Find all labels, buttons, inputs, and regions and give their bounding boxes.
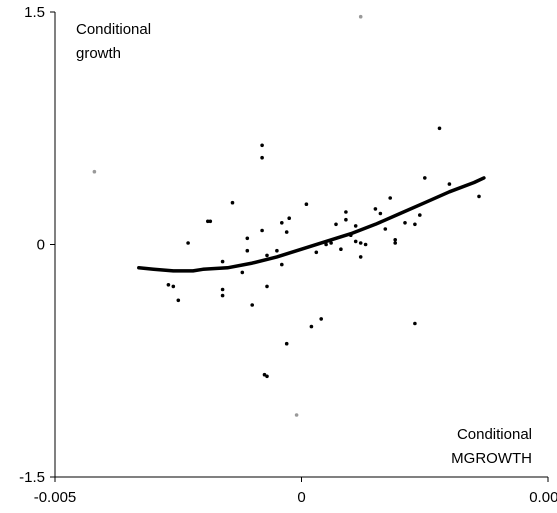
data-point [220, 287, 225, 292]
x-axis-title-line-2: MGROWTH [451, 450, 532, 467]
data-point [358, 241, 363, 245]
outlier-point [92, 169, 97, 174]
data-point [344, 210, 348, 214]
y-tick-label: -1.5 [19, 469, 45, 486]
data-point [280, 262, 284, 267]
data-point [339, 247, 343, 251]
data-point [186, 241, 190, 245]
data-point [245, 236, 250, 241]
scatter-points-series [166, 126, 481, 379]
data-point [176, 298, 181, 303]
data-point [329, 241, 333, 245]
data-point [363, 242, 368, 247]
y-axis-title-line-2: growth [76, 45, 121, 62]
data-point [280, 221, 284, 225]
data-point [284, 341, 289, 346]
data-point [220, 259, 225, 264]
y-axis-title-line-1: Conditional [76, 21, 151, 38]
data-point [358, 255, 363, 259]
data-point [250, 303, 254, 307]
data-point [334, 222, 338, 227]
data-point [240, 270, 245, 275]
data-point [344, 217, 348, 222]
data-point [206, 219, 210, 224]
data-point [265, 253, 269, 258]
x-tick-label: 0 [297, 489, 305, 506]
fit-line-series [137, 176, 486, 273]
outlier-point [358, 14, 363, 19]
outlier-points-series [92, 14, 363, 417]
data-point [166, 283, 171, 287]
y-tick-label: 1.5 [24, 4, 45, 21]
data-point [304, 202, 309, 206]
data-point [319, 317, 324, 321]
data-point [287, 216, 292, 220]
y-axis-ticks: -1.5 0 1.5 [19, 4, 55, 486]
data-point [314, 250, 319, 255]
plot-area [54, 12, 548, 478]
data-point [403, 221, 407, 225]
data-point [265, 284, 269, 289]
data-point [383, 227, 388, 231]
y-tick-label: 0 [37, 237, 45, 254]
data-point [171, 284, 176, 289]
data-point [284, 230, 289, 234]
data-point [393, 241, 398, 245]
data-point [378, 211, 383, 216]
x-tick-label: -0.005 [34, 489, 77, 506]
data-point [373, 207, 378, 211]
data-point [275, 248, 279, 253]
data-point [393, 238, 398, 242]
data-point [477, 194, 481, 199]
data-point [447, 182, 452, 186]
data-point [220, 293, 225, 298]
data-point [423, 176, 427, 180]
x-tick-label: 0.005 [529, 489, 557, 506]
data-point [413, 222, 417, 227]
data-point [413, 321, 417, 326]
data-point [324, 242, 328, 247]
data-point [353, 224, 358, 228]
data-point [260, 143, 264, 148]
data-point [353, 239, 358, 244]
data-point [262, 372, 267, 377]
data-point [437, 126, 442, 131]
x-axis-ticks: -0.005 0 0.005 [34, 477, 557, 506]
fit-line [137, 176, 486, 273]
data-point [208, 219, 213, 224]
data-point [245, 248, 250, 253]
data-point [230, 200, 235, 205]
data-point [388, 196, 393, 200]
outlier-point [294, 413, 299, 417]
data-point [418, 213, 422, 217]
data-point [260, 155, 264, 160]
data-point [260, 228, 264, 233]
data-point [349, 233, 353, 237]
data-point [309, 324, 314, 329]
x-axis-title-line-1: Conditional [457, 426, 532, 443]
